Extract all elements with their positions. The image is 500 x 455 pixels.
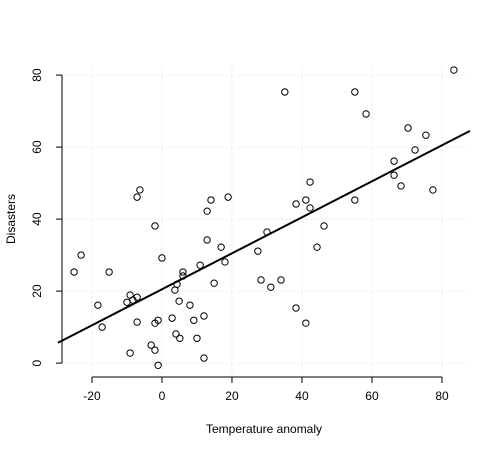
point xyxy=(151,346,159,354)
point xyxy=(158,254,166,262)
point xyxy=(390,171,398,179)
point xyxy=(154,361,162,369)
y-tick-label: 80 xyxy=(30,68,44,82)
y-tick-label: 20 xyxy=(30,284,44,298)
y-tick-label: 60 xyxy=(30,140,44,154)
point xyxy=(133,193,141,201)
point xyxy=(193,334,201,342)
point xyxy=(450,66,458,74)
y-tick-label: 40 xyxy=(30,212,44,226)
point xyxy=(292,200,300,208)
point xyxy=(320,222,328,230)
point xyxy=(98,323,106,331)
point xyxy=(179,268,187,276)
point xyxy=(94,301,102,309)
point xyxy=(390,157,398,165)
x-axis-label: Temperature anomaly xyxy=(206,422,322,436)
x-tick-label: -20 xyxy=(83,389,101,403)
point xyxy=(133,318,141,326)
point xyxy=(263,228,271,236)
point xyxy=(190,316,198,324)
point xyxy=(221,258,229,266)
point xyxy=(147,341,155,349)
point xyxy=(173,280,181,288)
point xyxy=(126,349,134,357)
point xyxy=(172,330,180,338)
point xyxy=(136,186,144,194)
point xyxy=(133,293,141,301)
point xyxy=(404,124,412,132)
point xyxy=(123,298,131,306)
point xyxy=(267,283,275,291)
point xyxy=(200,312,208,320)
point xyxy=(176,334,184,342)
y-tick-label: 0 xyxy=(30,359,44,366)
point xyxy=(203,236,211,244)
point xyxy=(254,247,262,255)
x-tick-label: 40 xyxy=(295,389,309,403)
point xyxy=(224,193,232,201)
point xyxy=(168,314,176,322)
point xyxy=(362,110,370,118)
point xyxy=(277,276,285,284)
point xyxy=(105,268,113,276)
point xyxy=(351,88,359,96)
point xyxy=(217,243,225,251)
point xyxy=(175,297,183,305)
point xyxy=(203,207,211,215)
point xyxy=(306,204,314,212)
point xyxy=(306,178,314,186)
regression-line xyxy=(57,129,471,344)
point xyxy=(302,319,310,327)
point xyxy=(351,196,359,204)
point xyxy=(151,222,159,230)
point xyxy=(207,196,215,204)
point xyxy=(186,301,194,309)
point xyxy=(429,186,437,194)
point xyxy=(313,243,321,251)
y-axis-label: Disasters xyxy=(4,194,18,244)
point xyxy=(200,354,208,362)
point xyxy=(397,182,405,190)
x-tick-label: 80 xyxy=(435,389,449,403)
point xyxy=(210,279,218,287)
x-tick-label: 20 xyxy=(225,389,239,403)
point xyxy=(422,131,430,139)
point xyxy=(154,316,162,324)
point xyxy=(70,268,78,276)
point xyxy=(302,196,310,204)
x-tick-label: 60 xyxy=(365,389,379,403)
point xyxy=(411,146,419,154)
point xyxy=(196,261,204,269)
point xyxy=(281,88,289,96)
point xyxy=(179,272,187,280)
point xyxy=(257,276,265,284)
x-tick-label: 0 xyxy=(159,389,166,403)
point xyxy=(77,251,85,259)
point xyxy=(292,304,300,312)
